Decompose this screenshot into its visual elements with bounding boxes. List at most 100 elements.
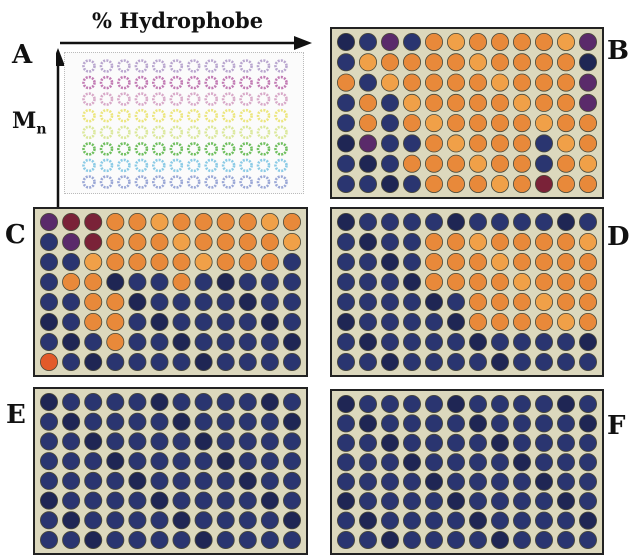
well: [106, 491, 125, 510]
well: [578, 53, 597, 72]
well: [490, 511, 509, 530]
well: [425, 453, 444, 472]
well: [260, 491, 279, 510]
well: [468, 511, 487, 530]
well: [512, 53, 531, 72]
well: [468, 313, 487, 332]
well: [274, 59, 288, 73]
well: [150, 253, 169, 272]
well: [425, 511, 444, 530]
well: [468, 93, 487, 112]
well: [336, 32, 356, 52]
well: [381, 232, 400, 252]
well: [106, 511, 125, 530]
well: [282, 471, 301, 490]
well: [447, 394, 466, 414]
well: [425, 53, 444, 72]
well: [238, 333, 257, 352]
well: [260, 530, 279, 549]
well: [447, 511, 466, 530]
well: [82, 75, 96, 90]
well: [186, 75, 201, 90]
well: [425, 232, 444, 252]
well: [381, 114, 400, 133]
well: [403, 293, 422, 312]
well: [39, 452, 59, 471]
well: [194, 530, 213, 549]
well: [84, 432, 103, 451]
well: [99, 175, 114, 189]
well: [534, 32, 553, 52]
well: [106, 253, 125, 272]
well: [106, 452, 125, 471]
well: [556, 453, 575, 472]
well: [106, 412, 125, 431]
well: [82, 158, 96, 173]
well: [204, 158, 218, 173]
well: [512, 154, 531, 173]
well: [239, 142, 253, 156]
well: [447, 174, 466, 193]
well: [534, 414, 553, 433]
well: [84, 392, 103, 412]
well: [556, 253, 575, 272]
well: [62, 511, 81, 530]
well: [128, 392, 147, 412]
well: [468, 472, 487, 491]
well: [62, 471, 81, 490]
well: [578, 530, 597, 549]
well: [82, 175, 96, 189]
well: [336, 333, 356, 352]
well: [150, 471, 169, 490]
well: [490, 212, 509, 232]
well: [358, 174, 378, 193]
well: [490, 394, 509, 414]
well: [216, 313, 235, 332]
well: [152, 92, 166, 106]
well: [274, 158, 288, 173]
well: [490, 93, 509, 112]
well: [134, 158, 149, 173]
well: [381, 154, 400, 173]
well: [468, 530, 487, 549]
well: [169, 92, 184, 106]
well: [425, 134, 444, 153]
well: [239, 92, 253, 106]
well: [128, 273, 147, 292]
well: [534, 232, 553, 252]
well: [282, 412, 301, 431]
panel-label-f: F: [607, 411, 626, 441]
well: [447, 32, 466, 52]
well: [534, 433, 553, 452]
well: [221, 158, 236, 173]
well: [447, 414, 466, 433]
well: [556, 232, 575, 252]
well: [358, 212, 378, 232]
well: [216, 392, 235, 412]
well: [336, 134, 356, 153]
well: [194, 511, 213, 530]
well: [117, 92, 131, 106]
well: [381, 73, 400, 92]
well: [358, 333, 378, 352]
well: [62, 253, 81, 272]
plate-d-wells: [336, 212, 597, 371]
well: [534, 352, 553, 371]
well: [39, 313, 59, 332]
well: [134, 175, 149, 189]
well: [84, 491, 103, 510]
well: [578, 73, 597, 92]
well: [336, 232, 356, 252]
well: [62, 333, 81, 352]
well: [336, 313, 356, 332]
well: [468, 114, 487, 133]
well: [216, 530, 235, 549]
well: [238, 511, 257, 530]
well: [39, 352, 59, 371]
well: [490, 174, 509, 193]
well: [556, 472, 575, 491]
well: [512, 414, 531, 433]
well: [62, 491, 81, 510]
well: [62, 352, 81, 371]
well: [256, 175, 271, 189]
